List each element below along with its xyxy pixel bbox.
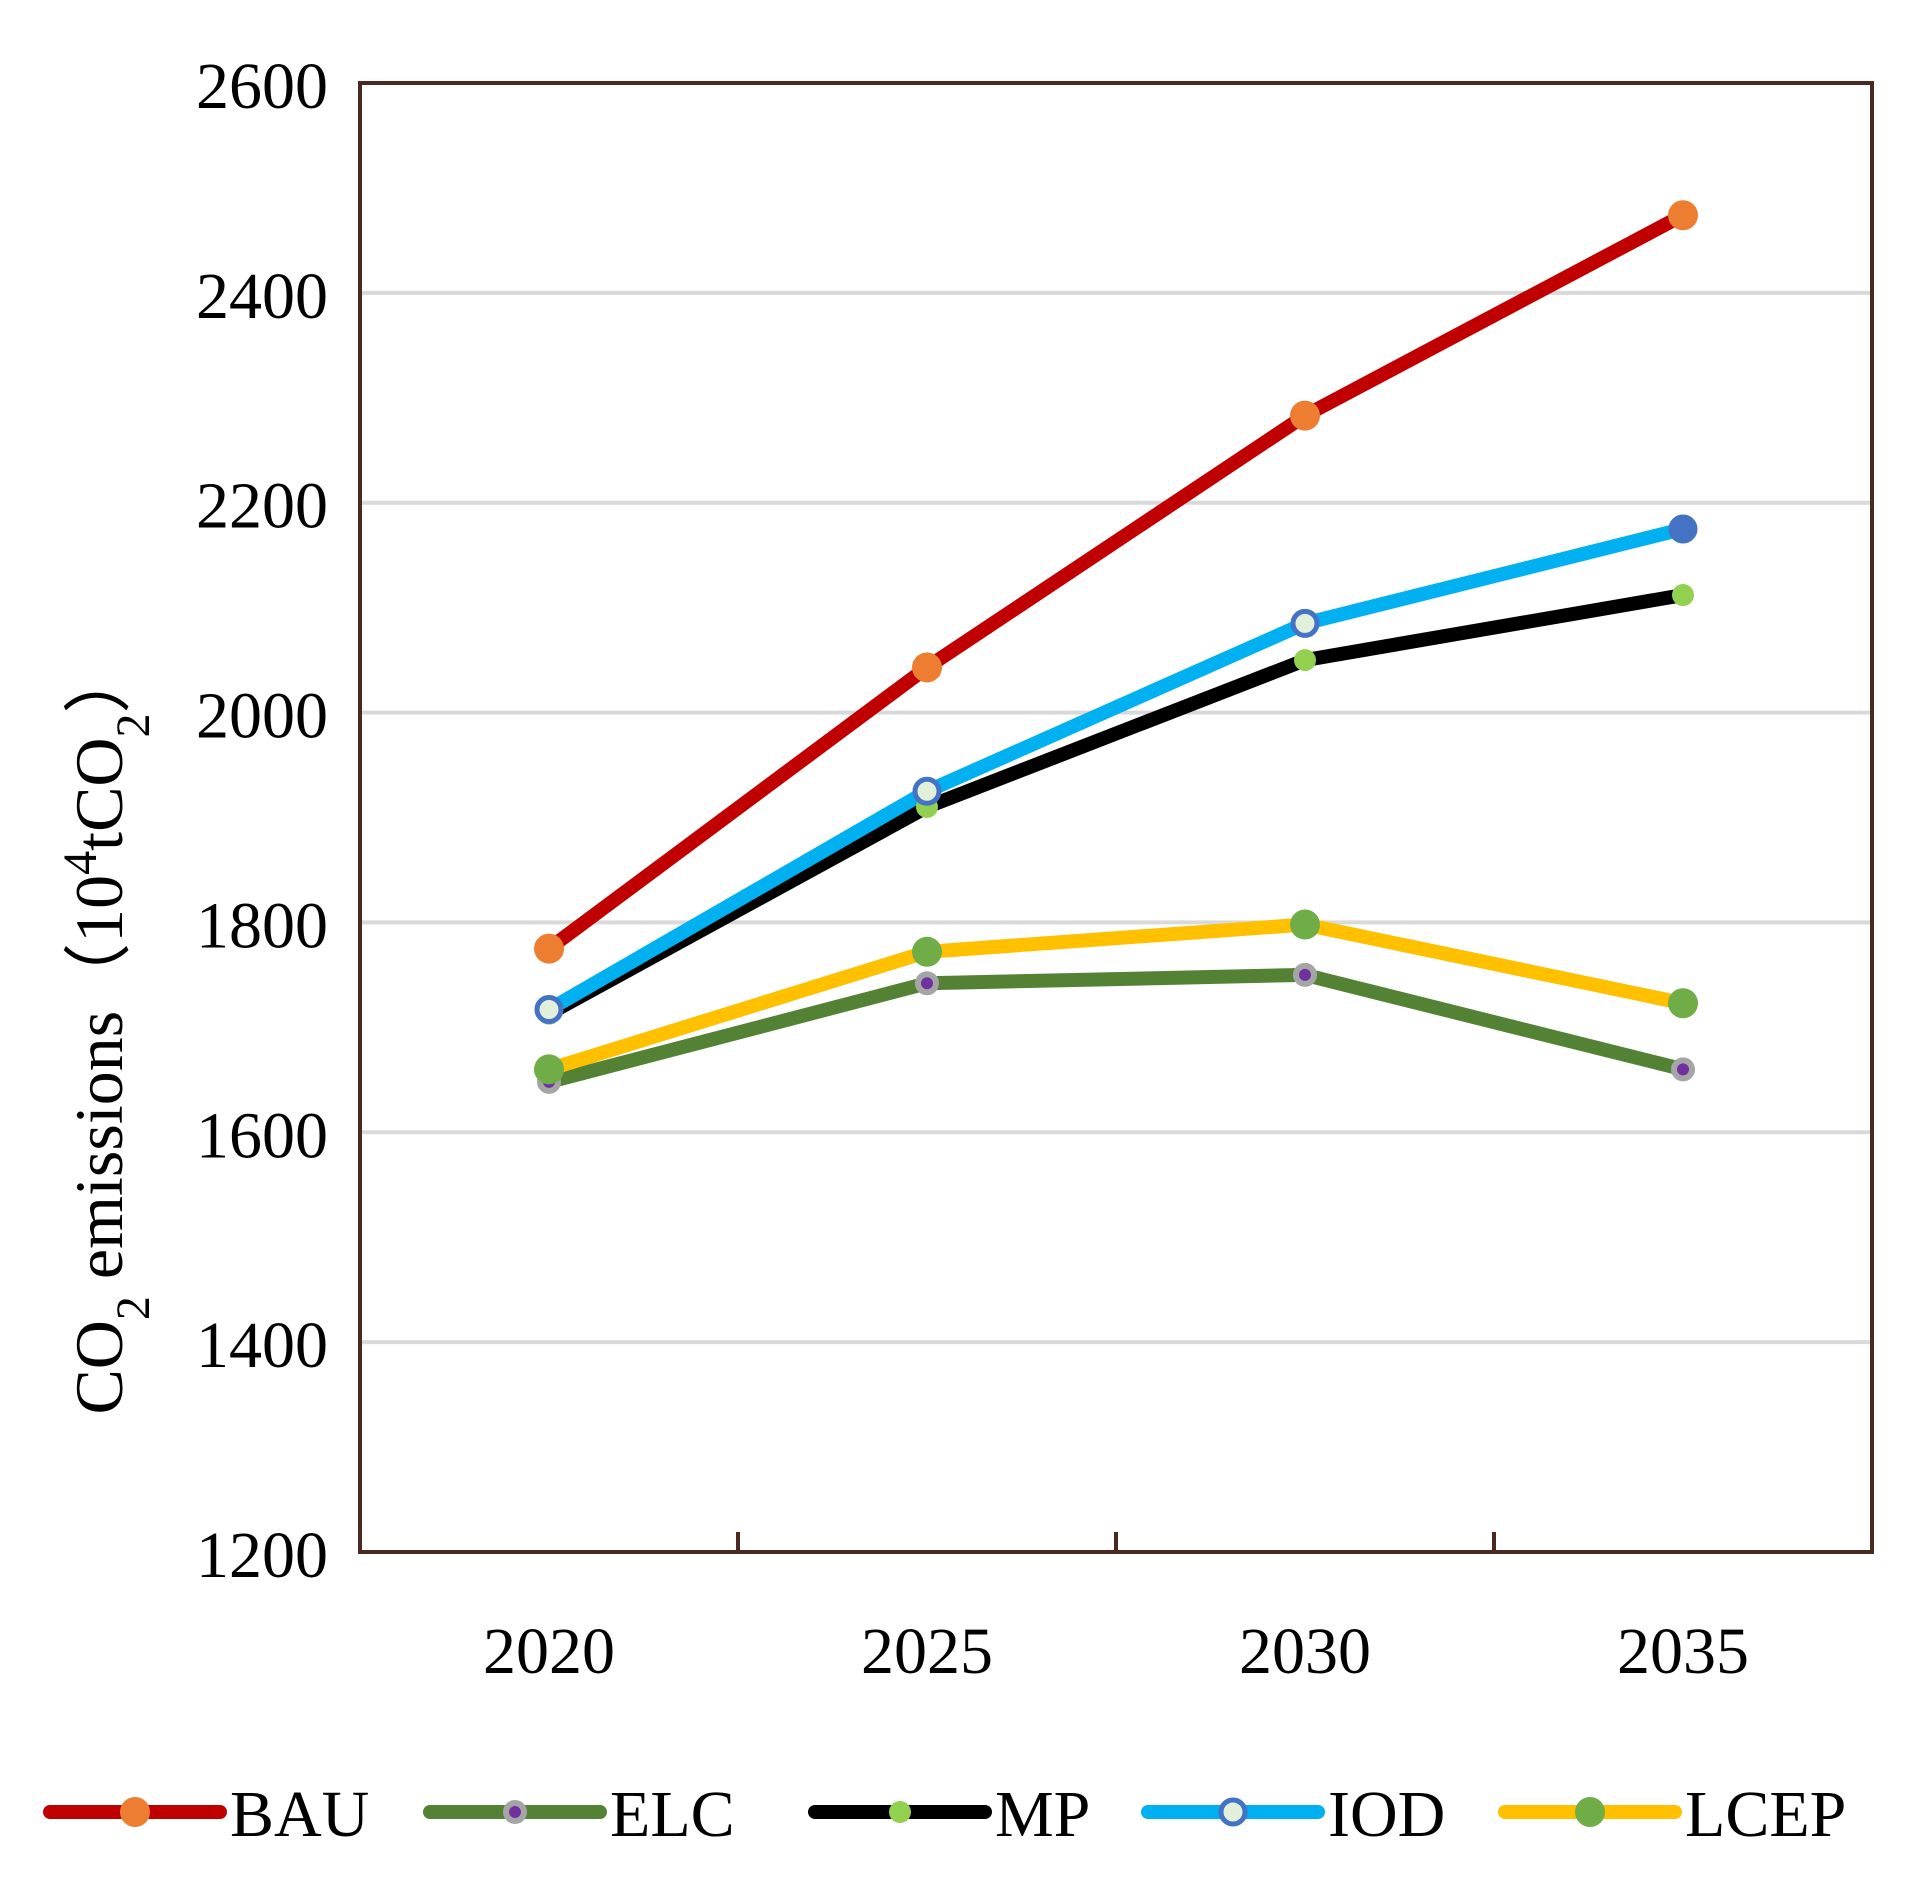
y-axis-title-unit-close: ）	[61, 645, 137, 713]
legend-marker-lcep	[1575, 1797, 1605, 1827]
y-tick-label-2400: 2400	[196, 260, 328, 333]
series-markers	[534, 200, 1698, 1094]
plot-area-frame	[358, 81, 1874, 1554]
legend-marker-mp	[889, 1801, 911, 1823]
series-line-iod	[542, 521, 1690, 1017]
marker-elc-2035	[1671, 1057, 1695, 1082]
legend-label-elc: ELC	[610, 1778, 735, 1851]
marker-bau-2035	[1668, 200, 1698, 231]
marker-elc-2030	[1293, 962, 1317, 987]
y-axis-tick-labels: 1200 1400 1600 1800 2000 2200 2400 2600	[196, 50, 328, 1592]
marker-lcep-2020	[534, 1054, 564, 1085]
y-axis-title-main: CO	[61, 1320, 137, 1414]
y-tick-label-2000: 2000	[196, 680, 328, 753]
marker-lcep-2035	[1668, 988, 1698, 1019]
marker-iod-2025	[912, 776, 942, 806]
legend-label-mp: MP	[995, 1778, 1090, 1851]
y-axis-title-unit-sup: 4	[54, 851, 107, 875]
marker-lcep-2025	[912, 936, 942, 967]
x-tick-label-2035: 2035	[1617, 1615, 1749, 1688]
marker-bau-2020	[534, 933, 564, 964]
x-tick-label-2025: 2025	[861, 1615, 993, 1688]
y-axis-title: CO2 emissions（104tCO2）	[54, 645, 160, 1414]
x-axis-tick-labels: 2020 2025 2030 2035	[483, 1615, 1749, 1688]
marker-mp-2030	[1294, 649, 1316, 672]
marker-iod-2035	[1668, 514, 1698, 544]
x-tick-label-2030: 2030	[1239, 1615, 1371, 1688]
marker-mp-2035	[1672, 584, 1694, 607]
series-line-mp	[542, 588, 1690, 1021]
legend-label-lcep: LCEP	[1685, 1778, 1846, 1851]
y-tick-label-2600: 2600	[196, 50, 328, 123]
y-tick-label-1400: 1400	[196, 1309, 328, 1382]
x-tick-label-2020: 2020	[483, 1615, 615, 1688]
legend-marker-bau	[120, 1797, 150, 1827]
y-tick-label-1800: 1800	[196, 889, 328, 962]
legend: BAU ELC MP IOD LCEP	[43, 1778, 1846, 1851]
y-tick-label-1200: 1200	[196, 1519, 328, 1592]
marker-lcep-2030	[1290, 909, 1320, 940]
legend-label-iod: IOD	[1328, 1778, 1445, 1851]
y-axis-title-unit-mid: tCO	[61, 737, 137, 850]
y-tick-label-2200: 2200	[196, 470, 328, 543]
series-line-elc	[542, 967, 1690, 1089]
y-axis-title-main-sub: 2	[107, 1296, 160, 1320]
marker-elc-2025	[915, 971, 939, 996]
y-axis-title-main-rest: emissions	[61, 1011, 137, 1296]
marker-bau-2025	[912, 652, 942, 683]
y-axis-title-unit-sub: 2	[107, 713, 160, 737]
gridlines	[362, 290, 1870, 1345]
y-axis-title-unit-open: （10	[61, 875, 137, 1011]
legend-marker-iod	[1218, 1797, 1248, 1827]
series-lines	[542, 208, 1690, 1089]
legend-marker-elc	[503, 1800, 527, 1824]
series-line-lcep	[542, 917, 1690, 1077]
legend-label-bau: BAU	[230, 1778, 369, 1851]
marker-iod-2020	[534, 995, 564, 1025]
y-tick-label-1600: 1600	[196, 1099, 328, 1172]
x-axis-ticks	[736, 1532, 1496, 1552]
marker-iod-2030	[1290, 608, 1320, 638]
series-line-bau	[542, 208, 1690, 956]
marker-bau-2030	[1290, 400, 1320, 431]
